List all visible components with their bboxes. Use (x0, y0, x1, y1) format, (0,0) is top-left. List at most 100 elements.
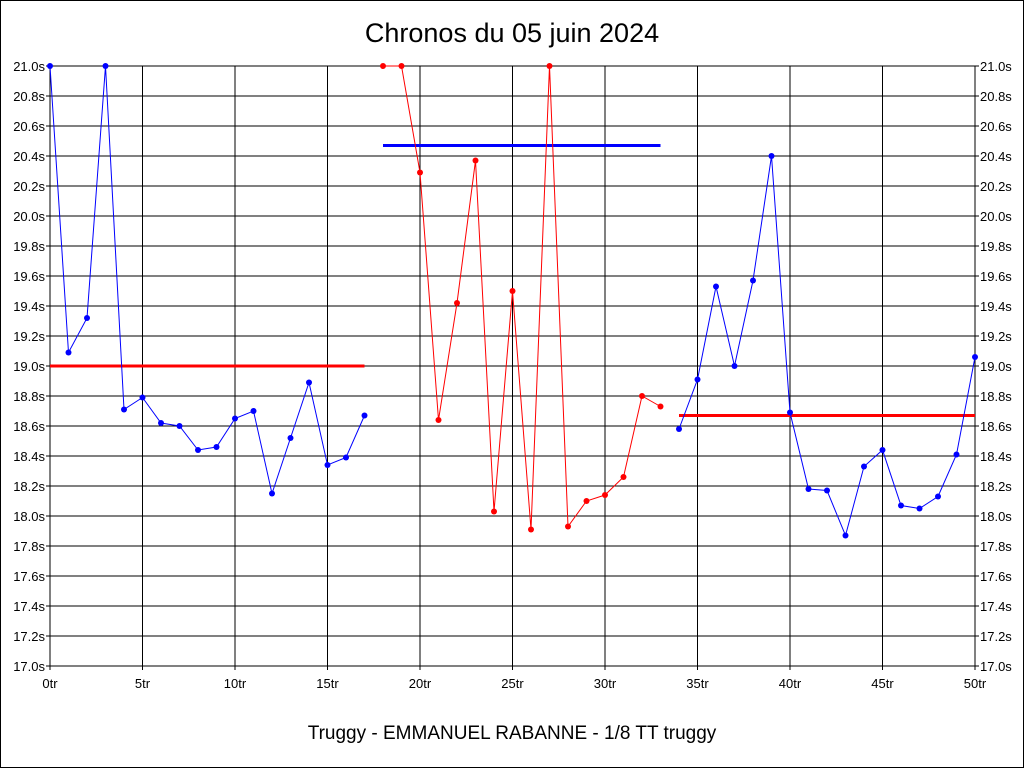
data-point (824, 487, 830, 494)
y-tick-label-left: 18.4s (13, 449, 45, 464)
data-point (65, 349, 72, 356)
y-tick-label-left: 17.6s (13, 569, 45, 584)
x-tick-label: 15tr (316, 676, 339, 691)
y-tick-label-right: 20.8s (980, 89, 1012, 104)
data-point (972, 354, 978, 360)
y-tick-label-left: 18.0s (13, 509, 45, 524)
y-tick-label-right: 20.6s (980, 119, 1012, 134)
data-point (676, 426, 682, 432)
y-tick-label-left: 17.2s (13, 629, 45, 644)
y-tick-label-left: 19.2s (13, 329, 45, 344)
x-tick-label: 30tr (594, 676, 617, 691)
y-tick-label-right: 17.8s (980, 539, 1012, 554)
data-point (491, 508, 497, 515)
data-point (731, 363, 738, 369)
data-point (787, 409, 793, 416)
data-point (879, 447, 886, 453)
data-point (269, 490, 275, 497)
y-tick-label-right: 19.6s (980, 269, 1012, 284)
grid-layer (46, 65, 979, 670)
data-point (565, 523, 571, 530)
data-point (213, 444, 220, 450)
data-point (657, 403, 664, 410)
data-point (306, 379, 312, 386)
series-line (49, 65, 365, 496)
data-point (750, 277, 756, 284)
data-point (324, 462, 331, 468)
data-point (232, 415, 238, 422)
data-point (768, 153, 775, 159)
chart-subtitle: Truggy - EMMANUEL RABANNE - 1/8 TT trugg… (307, 723, 717, 744)
y-tick-label-right: 18.0s (980, 509, 1012, 524)
data-point (546, 63, 553, 69)
x-tick-label: 40tr (779, 676, 802, 691)
y-tick-label-left: 20.4s (13, 149, 45, 164)
y-tick-label-right: 18.2s (980, 479, 1012, 494)
data-point (583, 498, 590, 504)
y-tick-label-left: 18.2s (13, 479, 45, 494)
data-point (602, 492, 608, 498)
y-tick-label-left: 18.6s (13, 419, 45, 434)
data-point (250, 408, 257, 414)
y-tick-label-right: 19.0s (980, 359, 1012, 374)
x-tick-label: 25tr (501, 676, 524, 691)
y-tick-label-right: 17.2s (980, 629, 1012, 644)
data-point (435, 417, 442, 423)
data-point (47, 63, 53, 69)
data-point (861, 463, 867, 470)
data-point (417, 169, 423, 176)
y-tick-label-left: 17.0s (13, 659, 45, 674)
chart-title: Chronos du 05 juin 2024 (364, 18, 660, 48)
data-point (287, 435, 294, 441)
y-tick-label-right: 18.4s (980, 449, 1012, 464)
y-tick-label-right: 20.4s (980, 149, 1012, 164)
y-tick-label-left: 19.6s (13, 269, 45, 284)
y-tick-label-right: 18.6s (980, 419, 1012, 434)
y-tick-label-left: 20.8s (13, 89, 45, 104)
data-point (916, 505, 923, 512)
y-tick-label-right: 17.0s (980, 659, 1012, 674)
y-tick-label-left: 17.4s (13, 599, 45, 614)
y-tick-label-left: 17.8s (13, 539, 45, 554)
x-tick-label: 35tr (686, 676, 709, 691)
data-point (361, 412, 368, 419)
x-tick-label: 10tr (224, 676, 247, 691)
data-point (380, 63, 386, 69)
data-point (805, 486, 812, 492)
x-tick-label: 50tr (964, 676, 987, 691)
y-tick-label-right: 21.0s (980, 59, 1012, 74)
data-point (509, 288, 516, 294)
y-tick-label-right: 17.6s (980, 569, 1012, 584)
y-tick-label-left: 20.6s (13, 119, 45, 134)
x-tick-label: 45tr (871, 676, 894, 691)
data-point (620, 474, 627, 480)
data-point (398, 63, 405, 69)
y-tick-label-left: 21.0s (13, 59, 45, 74)
y-tick-label-left: 20.0s (13, 209, 45, 224)
y-tick-label-right: 19.4s (980, 299, 1012, 314)
y-tick-label-right: 18.8s (980, 389, 1012, 404)
y-tick-label-right: 19.2s (980, 329, 1012, 344)
tick-label-layer: 17.0s 17.0s 17.2s 17.2s 17.4s 17.4s 17.6s 17.6s… (13, 59, 1012, 691)
data-point (639, 393, 645, 399)
data-point (343, 454, 349, 461)
data-point (176, 423, 183, 429)
data-point (102, 63, 109, 69)
data-point (935, 493, 941, 500)
data-point (713, 283, 719, 290)
data-point (898, 502, 904, 509)
data-point (842, 532, 849, 539)
y-tick-label-left: 18.8s (13, 389, 45, 404)
data-point (195, 447, 201, 453)
data-point (121, 406, 127, 413)
data-point (694, 376, 701, 383)
data-point (139, 394, 146, 401)
data-point (454, 300, 460, 306)
data-point (953, 451, 960, 458)
y-tick-label-right: 20.0s (980, 209, 1012, 224)
series-line (678, 155, 976, 538)
y-tick-label-left: 19.8s (13, 239, 45, 254)
series-layer (47, 63, 978, 539)
x-tick-label: 20tr (409, 676, 432, 691)
